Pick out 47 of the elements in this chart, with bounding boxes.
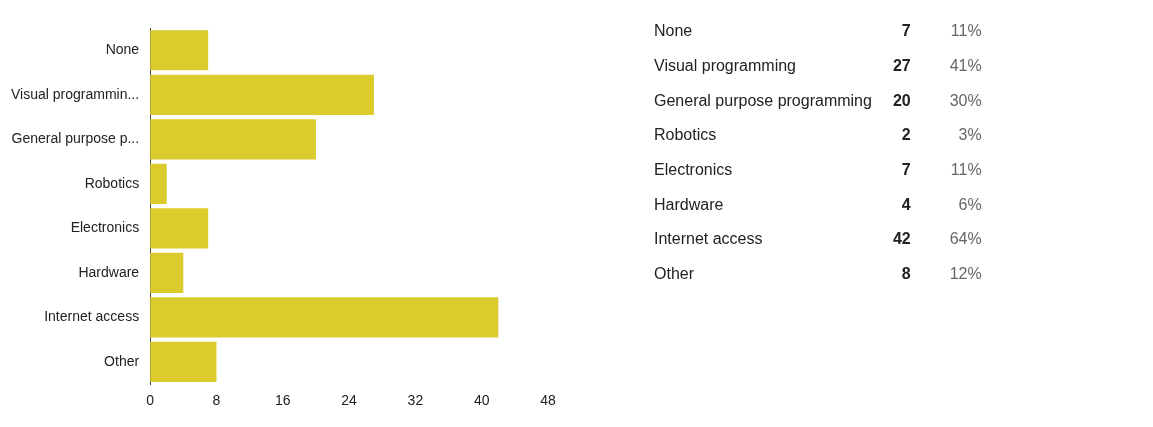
data-label: 27	[891, 56, 912, 77]
text: 11%	[949, 21, 983, 42]
category-label: Electronics	[653, 160, 734, 181]
y-tick-label: Other	[104, 352, 140, 369]
text: 3%	[957, 125, 983, 146]
bar	[150, 208, 209, 249]
bar	[150, 252, 184, 293]
category-label: General purpose programming	[653, 90, 873, 111]
text: 30%	[948, 90, 983, 111]
data-label: 7	[900, 21, 912, 42]
text: 12%	[948, 264, 983, 285]
data-label: 7	[900, 160, 912, 181]
x-tick-label: 40	[473, 392, 490, 409]
text: 64%	[948, 229, 983, 250]
bar	[150, 119, 316, 160]
x-tick-label: 48	[540, 392, 556, 409]
bar	[150, 163, 167, 204]
data-label: 8	[900, 264, 912, 285]
text: 11%	[949, 160, 983, 181]
y-tick-label: Robotics	[84, 174, 140, 191]
bar	[150, 30, 209, 71]
x-tick-label: 24	[341, 392, 358, 409]
category-label: Visual programming	[653, 56, 797, 77]
text: 41%	[948, 56, 983, 77]
y-tick-label: Hardware	[78, 263, 140, 280]
data-label: 20	[891, 90, 912, 111]
category-label: Hardware	[653, 194, 725, 215]
x-tick-label: 0	[146, 392, 155, 409]
y-tick-label: Visual programmin...	[10, 85, 140, 102]
data-label: 42	[891, 229, 912, 250]
text: 6%	[957, 194, 983, 215]
data-label: 4	[900, 194, 912, 215]
bar	[150, 341, 217, 383]
x-tick-label: 8	[212, 392, 221, 409]
category-label: Internet access	[653, 229, 764, 250]
y-tick-label: General purpose p...	[11, 130, 140, 147]
x-tick-label: 32	[407, 392, 424, 409]
y-tick-label: None	[105, 41, 140, 58]
category-label: None	[653, 21, 694, 42]
data-label: 2	[900, 125, 912, 146]
x-tick-label: 16	[274, 392, 291, 409]
y-tick-label: Internet access	[44, 308, 140, 325]
bar	[150, 74, 374, 115]
y-tick-label: Electronics	[70, 219, 140, 236]
category-label: Robotics	[653, 125, 718, 146]
bar	[150, 297, 499, 338]
category-label: Other	[653, 264, 695, 285]
